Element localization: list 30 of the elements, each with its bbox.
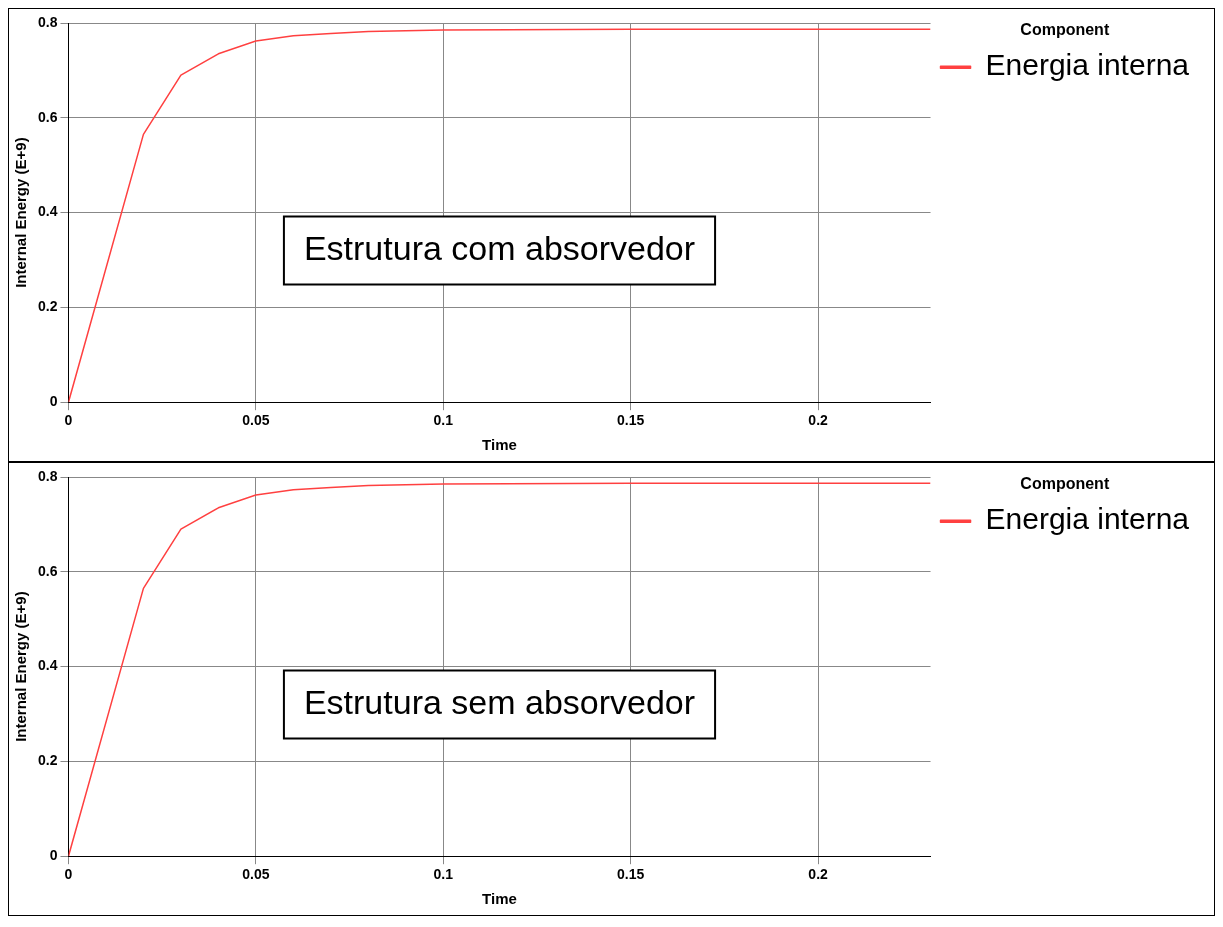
y-tick-label: 0.6 — [37, 562, 58, 579]
y-tick-label: 0.8 — [37, 467, 58, 484]
y-tick-label: 0.2 — [37, 752, 58, 769]
y-tick-label: 0.6 — [37, 108, 58, 125]
x-tick-label: 0 — [64, 866, 73, 883]
y-axis-title: Internal Energy (E+9) — [12, 591, 30, 742]
x-axis-title: Time — [482, 436, 517, 454]
legend-label: Energia interna — [985, 48, 1190, 82]
y-tick-label: 0 — [49, 393, 58, 410]
y-tick-label: 0.4 — [37, 657, 58, 674]
x-tick-label: 0.2 — [808, 412, 829, 429]
y-axis-title: Internal Energy (E+9) — [12, 137, 30, 288]
x-tick-label: 0.15 — [617, 412, 645, 429]
x-tick-label: 0.05 — [242, 412, 270, 429]
y-tick-label: 0.8 — [37, 13, 58, 30]
x-tick-label: 0 — [64, 412, 73, 429]
x-tick-label: 0.15 — [617, 866, 645, 883]
annotation: Estrutura sem absorvedor — [303, 682, 696, 721]
x-tick-label: 0.1 — [433, 412, 454, 429]
legend-label: Energia interna — [985, 502, 1190, 536]
x-tick-label: 0.2 — [808, 866, 829, 883]
annotation: Estrutura com absorvedor — [303, 228, 696, 267]
legend-title: Component — [1020, 475, 1110, 493]
x-tick-label: 0.1 — [433, 866, 454, 883]
x-axis-title: Time — [482, 890, 517, 908]
x-tick-label: 0.05 — [242, 866, 270, 883]
y-tick-label: 0 — [49, 847, 58, 864]
legend-title: Component — [1020, 21, 1110, 39]
y-tick-label: 0.2 — [37, 298, 58, 315]
y-tick-label: 0.4 — [37, 203, 58, 220]
